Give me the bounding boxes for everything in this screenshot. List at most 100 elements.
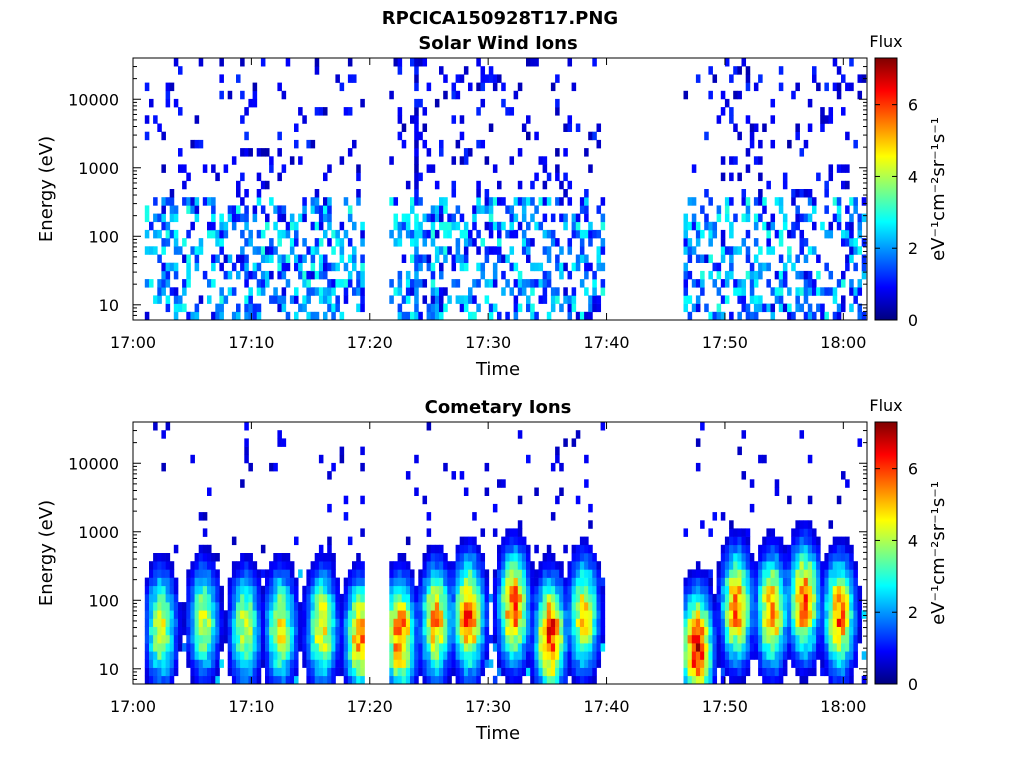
heatmap-cell [426, 569, 432, 578]
heatmap-cell [737, 246, 742, 255]
heatmap-cell [153, 634, 158, 644]
heatmap-cell [600, 262, 606, 272]
heatmap-cell [169, 651, 175, 660]
heatmap-cell [795, 82, 800, 92]
heatmap-cell [265, 180, 270, 190]
heatmap-cell [194, 643, 200, 652]
heatmap-cell [343, 279, 349, 288]
heatmap-cell [575, 667, 581, 677]
heatmap-cell [836, 593, 842, 603]
heatmap-cell [546, 634, 552, 644]
heatmap-cell [447, 213, 452, 223]
heatmap-cell [563, 295, 568, 304]
heatmap-cell [720, 618, 726, 627]
heatmap-cell [410, 229, 415, 239]
heatmap-cell [236, 651, 241, 660]
heatmap-cell [733, 123, 738, 132]
heatmap-cell [579, 553, 585, 562]
heatmap-cell [451, 610, 457, 619]
heatmap-cell [799, 577, 805, 587]
heatmap-cell [198, 58, 204, 67]
heatmap-cell [795, 569, 800, 578]
heatmap-cell [236, 74, 241, 83]
heatmap-cell [422, 602, 428, 611]
heatmap-cell [704, 213, 709, 223]
heatmap-cell [828, 593, 834, 603]
heatmap-cell [190, 569, 195, 578]
heatmap-cell [584, 667, 589, 677]
heatmap-cell [244, 634, 249, 644]
heatmap-cell [327, 303, 332, 313]
heatmap-cell [542, 585, 548, 595]
heatmap-cell [720, 569, 726, 578]
heatmap-cell [729, 270, 734, 280]
heatmap-cell [729, 311, 734, 321]
heatmap-cell [153, 229, 158, 239]
heatmap-cell [526, 610, 531, 619]
heatmap-cell [758, 643, 763, 652]
heatmap-cell [787, 495, 792, 505]
heatmap-cell [816, 254, 821, 263]
heatmap-cell [691, 626, 697, 636]
heatmap-cell [517, 82, 523, 92]
heatmap-cell [758, 659, 763, 668]
heatmap-cell [439, 139, 444, 149]
heatmap-cell [352, 618, 357, 627]
heatmap-cell [530, 585, 535, 595]
heatmap-cell [281, 593, 287, 603]
heatmap-cell [497, 569, 502, 578]
heatmap-cell [207, 667, 212, 677]
heatmap-cell [451, 189, 457, 198]
heatmap-cell [455, 634, 461, 644]
heatmap-cell [476, 303, 481, 313]
heatmap-cell [294, 229, 299, 239]
heatmap-cell [596, 561, 602, 570]
heatmap-cell [248, 643, 253, 652]
heatmap-cell [853, 634, 858, 644]
heatmap-cell [712, 610, 718, 619]
heatmap-cell [472, 643, 477, 652]
heatmap-cell [173, 295, 179, 304]
heatmap-cell [708, 254, 713, 263]
heatmap-cell [836, 667, 842, 677]
heatmap-cell [240, 213, 245, 223]
heatmap-cell [484, 610, 490, 619]
heatmap-cell [683, 593, 689, 603]
heatmap-cell [430, 544, 436, 554]
heatmap-cell [310, 659, 316, 668]
heatmap-cell [795, 659, 800, 668]
heatmap-cell [182, 626, 187, 636]
heatmap-cell [439, 569, 444, 578]
heatmap-cell [724, 626, 730, 636]
heatmap-cell [360, 287, 365, 296]
heatmap-cell [555, 667, 560, 677]
heatmap-cell [439, 553, 444, 562]
heatmap-cell [281, 213, 287, 223]
heatmap-cell [513, 229, 519, 239]
heatmap-cell [592, 651, 597, 660]
heatmap-cell [700, 569, 705, 578]
heatmap-cell [741, 593, 747, 603]
heatmap-cell [530, 602, 535, 611]
heatmap-cell [733, 213, 738, 223]
heatmap-cell [600, 287, 606, 296]
heatmap-cell [567, 618, 573, 627]
heatmap-cell [202, 659, 208, 668]
heatmap-cell [194, 197, 200, 206]
heatmap-cell [294, 618, 299, 627]
heatmap-cell [422, 659, 428, 668]
heatmap-cell [517, 279, 523, 288]
heatmap-cell [538, 602, 544, 611]
heatmap-cell [853, 626, 858, 636]
y-tick-label: 100 [88, 227, 119, 246]
heatmap-cell [426, 148, 432, 157]
heatmap-cell [787, 553, 792, 562]
heatmap-cell [410, 610, 415, 619]
heatmap-cell [492, 643, 498, 652]
heatmap-cell [758, 667, 763, 677]
heatmap-cell [521, 651, 527, 660]
heatmap-cell [588, 593, 593, 603]
heatmap-cell [265, 667, 270, 677]
heatmap-cell [248, 651, 253, 660]
heatmap-cell [733, 553, 738, 562]
